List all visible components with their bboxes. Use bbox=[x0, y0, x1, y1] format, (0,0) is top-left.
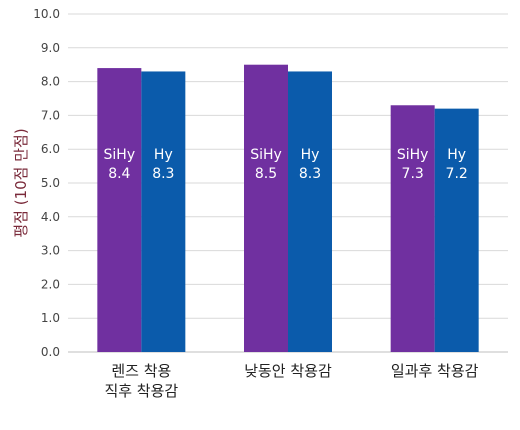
bar-value-label: 8.4 bbox=[108, 166, 130, 182]
bars: SiHy 8.4 Hy 8.3 SiHy 8.5 Hy 8.3 SiHy 7.3 Hy 7.2 bbox=[97, 64, 479, 353]
bar-value-label: 7.2 bbox=[446, 166, 468, 182]
y-tick-label: 6.0 bbox=[41, 142, 60, 156]
bar-hy-0 bbox=[141, 71, 186, 353]
bar-series-label: Hy bbox=[154, 147, 173, 163]
bar-series-label: SiHy bbox=[250, 147, 282, 163]
bar-series-label: SiHy bbox=[104, 147, 136, 163]
bar-value-label: 7.3 bbox=[402, 166, 424, 182]
bar-sihy-1 bbox=[244, 64, 288, 352]
bar-hy-1 bbox=[288, 71, 332, 353]
x-category-label: 낮동안 착용감 bbox=[244, 362, 332, 380]
y-tick-label: 10.0 bbox=[33, 7, 60, 21]
y-tick-label: 7.0 bbox=[41, 108, 60, 122]
y-axis-ticks: 0.0 1.0 2.0 3.0 4.0 5.0 6.0 7.0 8.0 9.0 10.0 bbox=[33, 7, 60, 359]
bar-hy-2 bbox=[434, 108, 479, 352]
y-tick-label: 5.0 bbox=[41, 176, 60, 190]
bar-series-label: SiHy bbox=[397, 147, 429, 163]
y-tick-label: 8.0 bbox=[41, 75, 60, 89]
y-tick-label: 2.0 bbox=[41, 277, 60, 291]
bar-sihy-0 bbox=[97, 68, 142, 352]
y-tick-label: 1.0 bbox=[41, 311, 60, 325]
bar-value-label: 8.5 bbox=[255, 166, 277, 182]
x-category-label: 렌즈 착용 bbox=[111, 362, 171, 380]
y-tick-label: 9.0 bbox=[41, 41, 60, 55]
x-category-label: 직후 착용감 bbox=[104, 382, 178, 400]
y-tick-label: 4.0 bbox=[41, 210, 60, 224]
bar-series-label: Hy bbox=[301, 147, 320, 163]
bar-sihy-2 bbox=[390, 105, 435, 352]
bar-series-label: Hy bbox=[447, 147, 466, 163]
y-tick-label: 3.0 bbox=[41, 244, 60, 258]
bar-value-label: 8.3 bbox=[152, 166, 174, 182]
y-tick-label: 0.0 bbox=[41, 345, 60, 359]
x-category-label: 일과후 착용감 bbox=[391, 362, 479, 380]
bar-value-label: 8.3 bbox=[299, 166, 321, 182]
y-axis-label: 평점 (10점 만점) bbox=[12, 128, 30, 237]
